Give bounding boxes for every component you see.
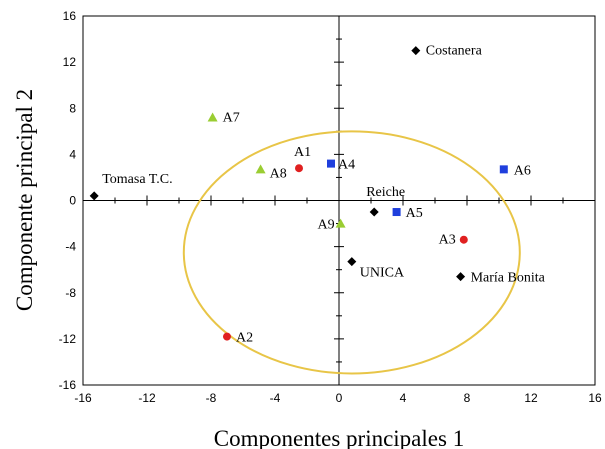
x-tick-label: -4 [270,391,281,405]
x-tick-label: 16 [588,391,602,405]
y-tick-label: -4 [65,240,76,254]
data-point-a4-label: A4 [338,158,355,173]
data-point-a9-label: A9 [317,218,334,233]
data-point-costanera [411,46,421,56]
x-tick-label: -16 [74,391,92,405]
tick-labels: -16 -12 -8 -4 0 4 8 12 16 16 12 8 4 0 -4 -8 -12 -16 [59,9,602,405]
highlight-circle [182,130,521,375]
data-point-reiche-label: Reiche [366,185,405,200]
x-tick-label: -12 [138,391,156,405]
axes [82,15,596,386]
x-tick-label: 0 [336,391,343,405]
x-tick-label: -8 [206,391,217,405]
data-point-a5-label: A5 [406,206,423,221]
y-tick-label: 16 [63,9,77,23]
y-tick-label: 4 [69,147,76,161]
y-tick-label: 12 [63,55,77,69]
data-point-tomasa-t-c-label: Tomasa T.C. [102,172,172,187]
highlight-circle-layer [182,130,521,375]
data-point-a2 [223,332,231,341]
data-point-a4 [327,159,335,168]
data-point-a9 [335,218,346,228]
data-point-reiche [369,207,379,217]
data-points [89,46,508,341]
data-point-a3-label: A3 [439,233,456,248]
y-tick-label: 0 [69,194,76,208]
y-axis-title: Componente principal 2 [12,89,37,311]
data-point-a5 [392,208,401,217]
data-point-a8 [255,164,266,174]
data-point-a3 [459,235,468,244]
y-tick-label: -12 [59,332,77,346]
data-point-costanera-label: Costanera [426,44,483,59]
data-point-mar-a-bonita [456,272,466,282]
x-axis-title: Componentes principales 1 [214,426,464,449]
data-point-tomasa-t-c [89,191,99,201]
data-point-a1 [295,164,303,173]
data-point-a1-label: A1 [294,145,311,160]
data-point-a7-label: A7 [223,110,240,125]
data-point-a6-label: A6 [514,163,531,178]
data-point-unica-label: UNICA [360,266,405,281]
data-point-a6 [499,165,508,174]
data-point-unica [347,257,357,267]
data-point-mar-a-bonita-label: María Bonita [471,271,546,286]
x-tick-label: 12 [524,391,538,405]
x-tick-label: 8 [464,391,471,405]
point-labels: Costanera Tomasa T.C. Reiche UNICA María Bon… [102,44,545,346]
y-tick-label: -16 [59,378,77,392]
y-tick-label: 8 [69,101,76,115]
y-tick-label: -8 [65,286,76,300]
data-point-a8-label: A8 [270,166,287,181]
data-point-a2-label: A2 [236,331,253,346]
data-point-a7 [207,112,218,122]
x-tick-label: 4 [400,391,407,405]
